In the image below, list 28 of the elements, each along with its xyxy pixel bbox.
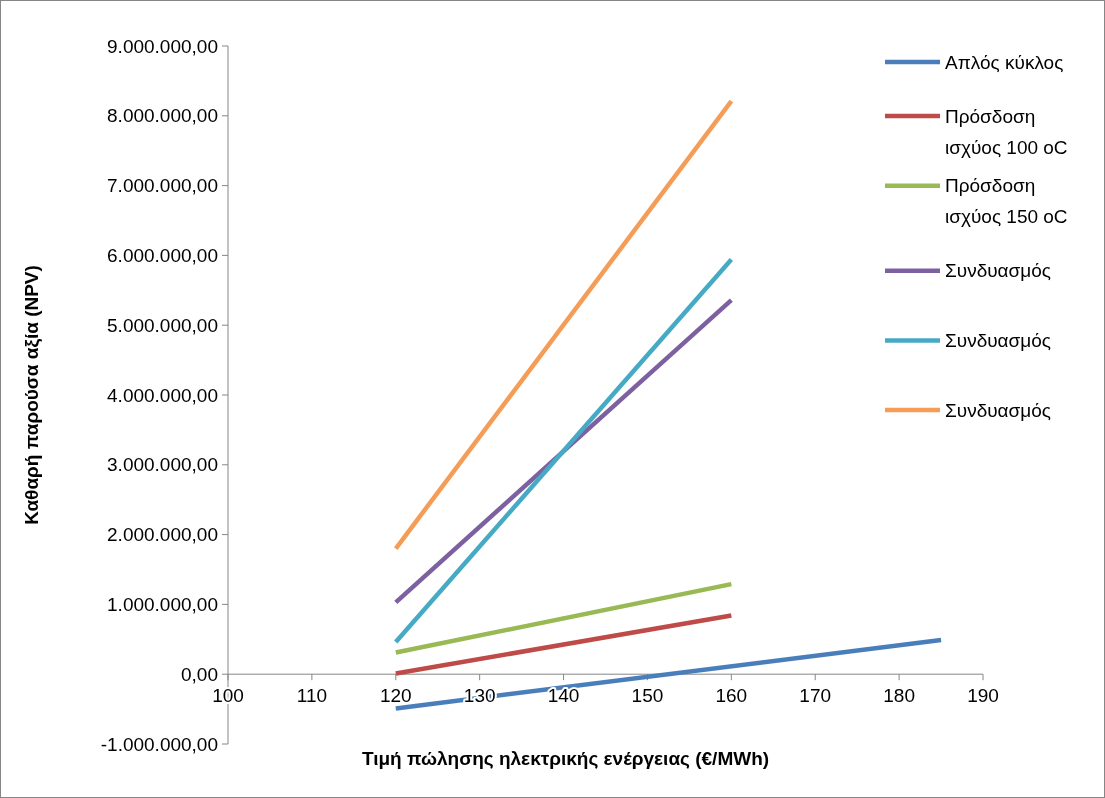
y-tick-label: 5.000.000,00 <box>107 314 218 336</box>
y-tick-label: 0,00 <box>181 663 218 685</box>
x-tick-label: 100 <box>212 685 244 707</box>
x-tick-label: 120 <box>379 685 412 707</box>
legend-label: Συνδυασμός <box>945 260 1051 282</box>
legend-label: Πρόσδοση ισχύος 100 oC <box>945 105 1068 158</box>
y-tick-label: 4.000.000,00 <box>107 384 218 406</box>
y-tick-label: 6.000.000,00 <box>107 245 218 267</box>
y-tick-label: 7.000.000,00 <box>107 175 218 197</box>
y-axis-title: Καθαρή παρούσα αξία (NPV) <box>21 265 43 525</box>
y-tick-label: 1.000.000,00 <box>107 594 218 616</box>
legend-label: Πρόσδοση ισχύος 150 oC <box>945 175 1068 228</box>
y-tick-label: -1.000.000,00 <box>100 733 218 755</box>
y-tick-label: 2.000.000,00 <box>107 524 218 546</box>
legend-label: Απλός κύκλος <box>945 51 1064 73</box>
x-tick-label: 150 <box>631 685 664 707</box>
x-tick-label: 180 <box>883 685 915 707</box>
x-tick-label: 160 <box>715 685 748 707</box>
x-tick-label: 140 <box>547 685 580 707</box>
x-axis-title: Τιμή πώλησης ηλεκτρικής ενέργειας (€/MWh) <box>361 748 770 769</box>
y-tick-label: 3.000.000,00 <box>107 454 218 476</box>
x-tick-label: 170 <box>799 685 832 707</box>
legend-label: Συνδυασμός <box>945 330 1051 352</box>
legend-label: Συνδυασμός <box>945 399 1051 421</box>
x-tick-label: 190 <box>967 685 999 707</box>
y-tick-label: 9.000.000,00 <box>107 35 218 57</box>
x-tick-label: 110 <box>296 685 328 707</box>
y-tick-label: 8.000.000,00 <box>107 105 218 127</box>
